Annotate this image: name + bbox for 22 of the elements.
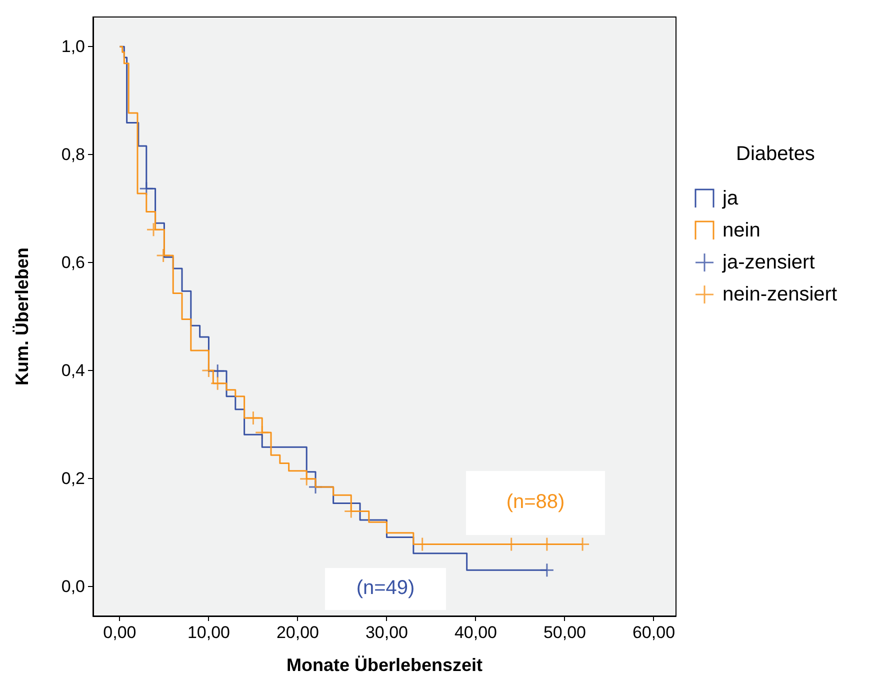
x-axis-title: Monate Überlebenszeit <box>286 655 483 675</box>
y-tick-label: 0,6 <box>61 253 85 272</box>
legend-label: nein <box>722 220 760 242</box>
x-tick-label: 0,00 <box>103 623 136 642</box>
x-tick-label: 20,00 <box>276 623 319 642</box>
legend-title: Diabetes <box>736 143 815 165</box>
legend-label: nein-zensiert <box>722 284 838 306</box>
legend-label: ja <box>722 188 739 210</box>
y-tick-label: 0,2 <box>61 468 85 488</box>
x-tick-label: 40,00 <box>454 623 498 642</box>
y-tick-label: 0,8 <box>61 145 85 164</box>
x-tick-label: 30,00 <box>365 623 408 642</box>
x-tick-label: 60,00 <box>632 623 676 642</box>
annotation: (n=88) <box>505 491 566 515</box>
x-tick-label: 10,00 <box>187 623 230 642</box>
y-tick-label: 0,0 <box>61 576 85 596</box>
y-tick-label: 0,4 <box>61 360 85 380</box>
y-tick-label: 1,0 <box>61 37 85 56</box>
x-tick-label: 50,00 <box>543 623 586 642</box>
legend-label: ja-zensiert <box>722 252 816 274</box>
y-axis-title: Kum. Überleben <box>12 247 32 386</box>
annotation: (n=49) <box>355 577 416 601</box>
